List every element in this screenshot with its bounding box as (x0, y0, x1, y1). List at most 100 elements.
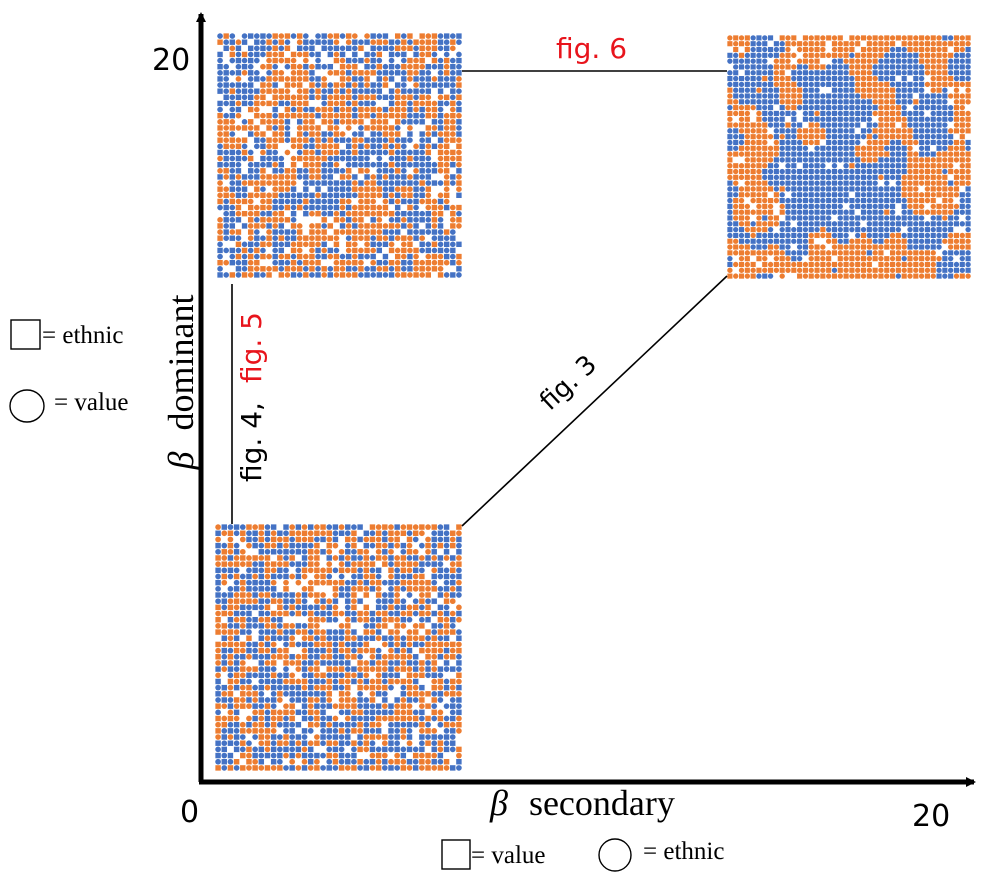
panel-cell (913, 46, 919, 53)
panel-cell (320, 660, 326, 666)
panel-cell (738, 186, 745, 192)
panel-cell (284, 39, 291, 46)
panel-cell (924, 192, 930, 198)
panel-cell (907, 128, 913, 134)
panel-cell (358, 70, 364, 76)
panel-cell (808, 122, 814, 128)
panel-cell (431, 229, 438, 235)
panel-cell (252, 709, 258, 716)
panel-cell (375, 592, 382, 598)
panel-cell (779, 70, 785, 76)
panel-cell (358, 192, 364, 199)
panel-cell (270, 666, 277, 672)
panel-cell (260, 39, 266, 46)
panel-cell (443, 143, 450, 150)
panel-cell (315, 63, 321, 70)
panel-cell (443, 555, 450, 561)
panel-cell (272, 235, 279, 242)
panel-cell (443, 45, 450, 52)
panel-cell (309, 253, 315, 260)
panel-cell (965, 186, 971, 192)
panel-cell (878, 227, 884, 233)
panel-cell (278, 131, 285, 137)
panel-cell (419, 635, 425, 641)
panel-cell (394, 653, 401, 660)
panel-cell (381, 690, 388, 697)
panel-cell (802, 145, 809, 151)
panel-cell (837, 46, 843, 53)
panel-cell (229, 272, 236, 278)
panel-cell (930, 133, 936, 140)
panel-cell (456, 168, 462, 174)
panel-cell (351, 758, 357, 765)
panel-cell (327, 253, 334, 260)
panel-cell (866, 209, 873, 215)
panel-cell (936, 116, 942, 122)
panel-cell (407, 223, 413, 229)
panel-cell (924, 93, 931, 99)
panel-cell (878, 70, 884, 76)
panel-cell (233, 666, 240, 672)
panel-cell (849, 221, 855, 227)
panel-cell (802, 133, 809, 140)
panel-cell (412, 536, 419, 543)
panel-cell (450, 272, 456, 278)
panel-cell (215, 734, 221, 740)
panel-cell (918, 87, 925, 93)
panel-cell (443, 604, 450, 611)
panel-cell (258, 530, 265, 537)
panel-cell (425, 51, 432, 58)
panel-cell (738, 122, 745, 128)
panel-cell (345, 210, 352, 217)
panel-cell (327, 112, 334, 119)
panel-cell (358, 210, 364, 217)
panel-cell (266, 125, 272, 131)
panel-cell (301, 752, 308, 759)
panel-cell (270, 690, 277, 697)
panel-cell (762, 46, 768, 53)
panel-cell (744, 174, 750, 180)
panel-cell (953, 145, 960, 151)
panel-cell (333, 94, 340, 101)
panel-cell (895, 128, 901, 134)
panel-cell (820, 134, 826, 140)
panel-cell (413, 149, 419, 156)
panel-cell (744, 128, 750, 134)
panel-cell (314, 721, 320, 728)
panel-cell (437, 112, 444, 119)
panel-cell (930, 70, 936, 76)
panel-cell (254, 186, 260, 192)
panel-cell (948, 180, 954, 186)
panel-cell (820, 244, 826, 250)
panel-cell (276, 623, 283, 629)
panel-cell (270, 734, 277, 740)
panel-cell (843, 180, 849, 186)
panel-cell (948, 52, 954, 58)
panel-cell (860, 186, 867, 192)
panel-cell (913, 174, 919, 181)
panel-cell (270, 592, 277, 598)
panel-cell (215, 654, 221, 660)
panel-cell (351, 715, 357, 722)
panel-cell (229, 45, 236, 52)
panel-cell (309, 259, 315, 266)
panel-cell (254, 235, 260, 241)
panel-cell (413, 161, 419, 168)
panel-cell (254, 51, 260, 58)
panel-cell (860, 198, 867, 204)
panel-cell (895, 110, 902, 117)
panel-cell (431, 746, 437, 753)
panel-cell (849, 151, 855, 157)
panel-cell (309, 149, 315, 156)
panel-cell (314, 734, 320, 740)
panel-cell (272, 131, 278, 137)
panel-cell (394, 579, 401, 586)
panel-cell (831, 186, 838, 192)
panel-cell (296, 82, 303, 88)
panel-cell (797, 203, 803, 209)
panel-cell (315, 272, 321, 278)
panel-cell (309, 192, 315, 199)
panel-cell (773, 41, 779, 47)
panel-cell (289, 598, 296, 605)
panel-cell (296, 253, 303, 260)
